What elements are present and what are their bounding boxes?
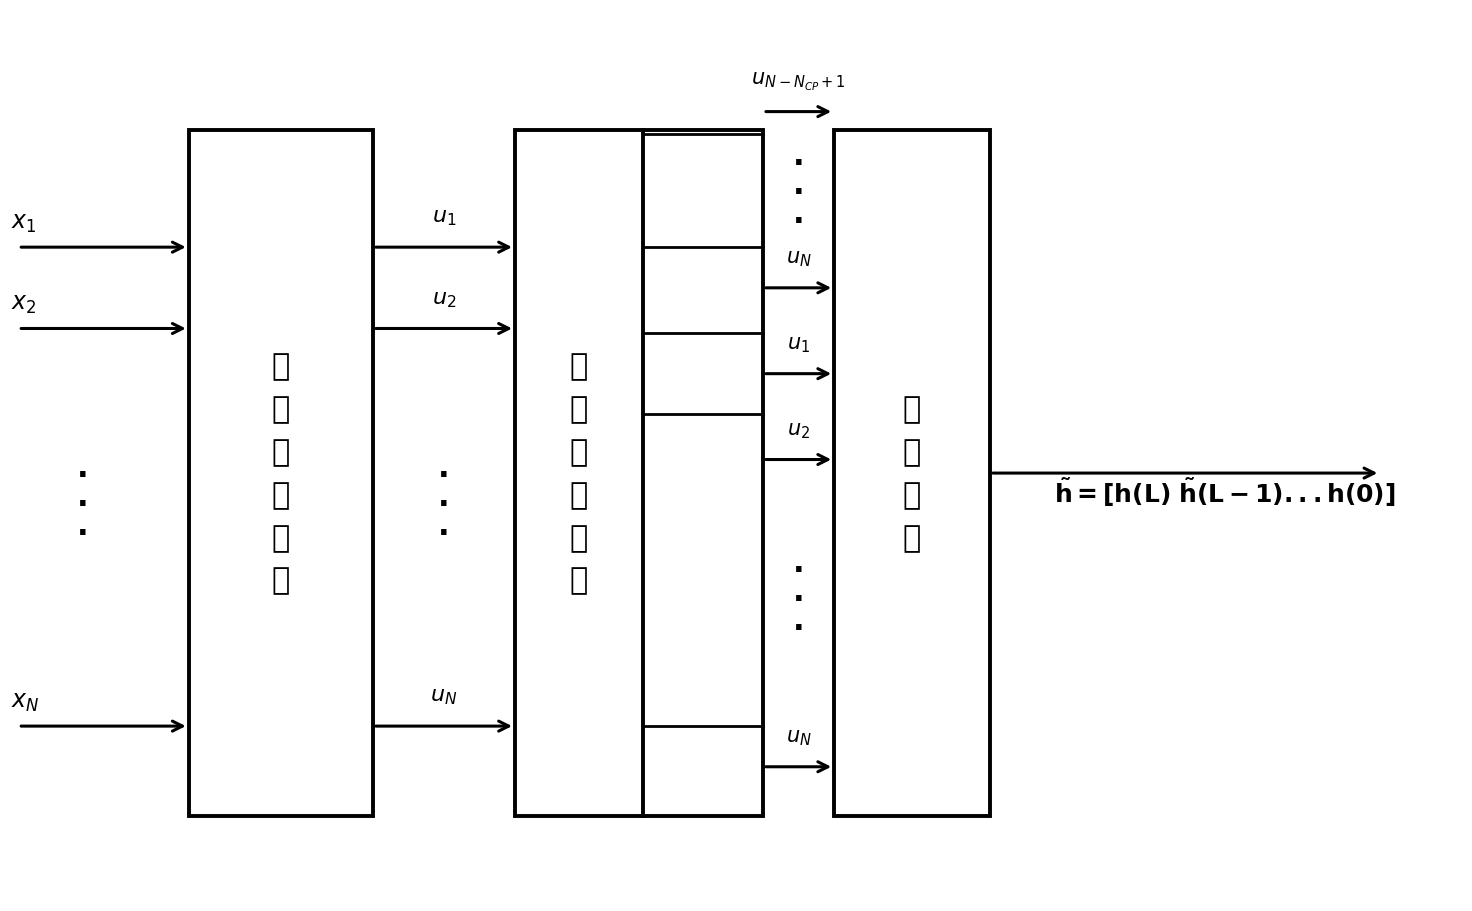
Text: $u_2$: $u_2$ bbox=[788, 420, 810, 440]
Bar bbox=[515, 130, 762, 816]
Text: 反
傅
里
叶
变
换: 反 傅 里 叶 变 换 bbox=[272, 353, 290, 595]
Text: $u_2$: $u_2$ bbox=[431, 290, 456, 309]
Text: $u_N$: $u_N$ bbox=[430, 687, 458, 706]
Text: $x_2$: $x_2$ bbox=[12, 292, 37, 315]
Text: $u_N$: $u_N$ bbox=[786, 249, 811, 269]
Text: ·
·
·: · · · bbox=[793, 150, 804, 237]
Bar bbox=[188, 130, 372, 816]
Text: $u_{N-N_{CP}+1}$: $u_{N-N_{CP}+1}$ bbox=[751, 70, 846, 93]
Text: $x_1$: $x_1$ bbox=[12, 210, 37, 234]
Bar bbox=[835, 130, 991, 816]
Text: 并
串
变
换: 并 串 变 换 bbox=[902, 395, 921, 552]
Text: $x_N$: $x_N$ bbox=[12, 689, 40, 712]
Text: ·
·
·: · · · bbox=[793, 557, 804, 643]
Text: $u_N$: $u_N$ bbox=[786, 727, 811, 747]
Text: ·
·
·: · · · bbox=[77, 462, 88, 548]
Text: $\mathbf{\tilde{h} = [h(L)\ \tilde{h}(L-1)...h(0)]}$: $\mathbf{\tilde{h} = [h(L)\ \tilde{h}(L-… bbox=[1054, 475, 1395, 508]
Text: 加
入
循
环
前
缀: 加 入 循 环 前 缀 bbox=[570, 353, 587, 595]
Text: $u_1$: $u_1$ bbox=[431, 208, 456, 228]
Text: ·
·
·: · · · bbox=[439, 462, 450, 548]
Text: $u_1$: $u_1$ bbox=[788, 334, 810, 354]
